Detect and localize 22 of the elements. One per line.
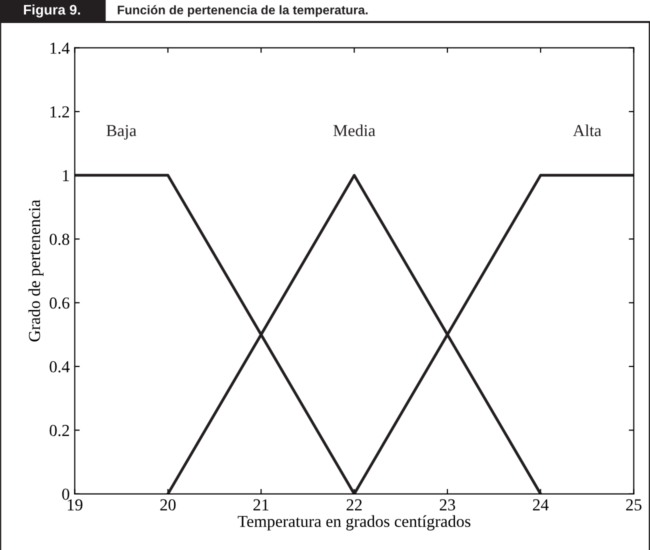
x-tick-label: 19 (68, 499, 82, 510)
text: Alta (572, 124, 602, 136)
y-axis-title: Grado de pertenencia (28, 200, 44, 342)
y-tick-label: 0.4 (50, 361, 70, 372)
y-tick-label: 0.8 (50, 234, 70, 246)
x-tick-label: 21 (253, 499, 268, 510)
x-tick-label: 25 (626, 499, 642, 510)
y-tick-label: 0.2 (50, 424, 69, 436)
y-tick-label: 0.6 (50, 297, 70, 309)
y-tick-label: 1.2 (50, 106, 69, 118)
text: Media (333, 124, 376, 136)
y-tick-label: 1 (63, 170, 69, 182)
chart-subtitle: Función de pertenencia de la temperatura. (118, 5, 368, 17)
x-axis-title: Temperatura en grados centígrados (238, 515, 470, 530)
chart-title: Figura 9. (24, 4, 80, 18)
x-tick-label: 23 (440, 499, 456, 510)
y-tick-label: 1.4 (50, 42, 70, 54)
y-tick-label: 0 (62, 488, 70, 500)
x-tick-label: 22 (346, 499, 362, 510)
text: Baja (106, 125, 136, 140)
x-tick-label: 24 (532, 499, 549, 510)
x-tick-label: 20 (160, 499, 176, 510)
